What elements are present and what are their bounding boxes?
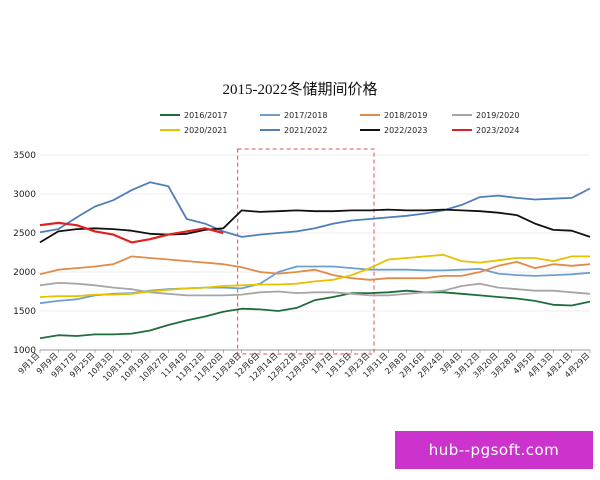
y-tick-label: 3000 bbox=[13, 190, 36, 200]
legend-label: 2023/2024 bbox=[476, 126, 519, 135]
y-tick-label: 1000 bbox=[13, 346, 36, 356]
series-lines bbox=[39, 181, 591, 340]
series-line-2020-2021 bbox=[39, 253, 590, 298]
legend-label: 2022/2023 bbox=[384, 126, 427, 135]
legend: 2016/2017 2017/2018 2018/2019 2019/2020 2020… bbox=[160, 111, 519, 135]
y-tick-label: 2000 bbox=[13, 268, 36, 278]
chart-title: 2015-2022冬储期间价格 bbox=[223, 81, 378, 98]
legend-label: 2018/2019 bbox=[384, 111, 427, 120]
highlight-box bbox=[237, 148, 375, 355]
watermark-banner: hub--pgsoft.com bbox=[395, 431, 593, 469]
legend-label: 2020/2021 bbox=[184, 126, 227, 135]
legend-label: 2021/2022 bbox=[284, 126, 327, 135]
legend-label: 2017/2018 bbox=[284, 111, 327, 120]
series-line-2023-2024 bbox=[39, 221, 224, 244]
legend-label: 2016/2017 bbox=[184, 111, 227, 120]
y-tick-label: 1500 bbox=[13, 307, 36, 317]
y-tick-label: 2500 bbox=[13, 229, 36, 239]
watermark-text: hub--pgsoft.com bbox=[428, 441, 560, 459]
axes bbox=[39, 349, 591, 353]
gridlines bbox=[40, 154, 590, 351]
y-tick-label: 3500 bbox=[13, 151, 36, 161]
series-line-2019-2020 bbox=[39, 282, 591, 297]
legend-label: 2019/2020 bbox=[476, 111, 519, 120]
series-line-2022-2023 bbox=[39, 208, 591, 244]
y-axis-ticks: 1000 1500 2000 2500 3000 3500 bbox=[13, 151, 36, 356]
series-line-2016-2017 bbox=[39, 289, 591, 340]
x-axis-ticks: 9月1日9月9日9月17日9月25日10月3日10月11日10月19日10月27… bbox=[17, 351, 592, 383]
highlight-rect bbox=[237, 148, 375, 355]
series-line-2021-2022 bbox=[39, 181, 591, 238]
series-line-2018-2019 bbox=[39, 255, 591, 281]
